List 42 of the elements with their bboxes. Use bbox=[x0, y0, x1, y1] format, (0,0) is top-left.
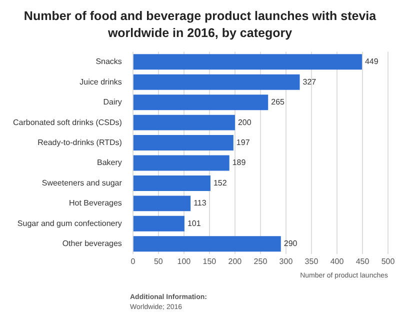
y-tick-label: Other beverages bbox=[62, 239, 122, 248]
x-tick-label: 400 bbox=[330, 257, 344, 266]
x-tick-label: 50 bbox=[154, 257, 164, 266]
y-tick-label: Bakery bbox=[97, 158, 122, 168]
bar bbox=[133, 74, 300, 90]
y-tick-label: Snacks bbox=[96, 57, 122, 66]
y-tick-label: Dairy bbox=[103, 98, 122, 107]
y-tick-label: Sugar and gum confectionery bbox=[17, 218, 122, 228]
x-tick-label: 200 bbox=[228, 257, 242, 266]
data-label: 265 bbox=[271, 98, 286, 107]
data-label: 113 bbox=[194, 198, 207, 208]
y-tick-label: Sweeteners and sugar bbox=[42, 178, 122, 188]
data-label: 197 bbox=[236, 138, 250, 147]
x-tick-label: 300 bbox=[279, 257, 294, 266]
data-label: 101 bbox=[187, 218, 202, 228]
data-label: 449 bbox=[364, 57, 379, 66]
bar bbox=[133, 114, 235, 130]
y-tick-label: Carbonated soft drinks (CSDs) bbox=[12, 118, 122, 127]
data-label: 290 bbox=[284, 239, 298, 248]
data-label: 327 bbox=[302, 77, 317, 86]
y-tick-label: Hot Beverages bbox=[69, 198, 122, 208]
chart-title: Number of food and beverage product launches with stevia worldwide in 2016, by category bbox=[22, 8, 378, 42]
bar bbox=[133, 175, 210, 191]
data-label: 152 bbox=[213, 178, 228, 188]
x-tick-label: 450 bbox=[356, 257, 370, 266]
x-tick-label: 100 bbox=[177, 257, 192, 266]
bar bbox=[133, 54, 362, 70]
bar bbox=[133, 155, 230, 171]
y-tick-label: Ready-to-drinks (RTDs) bbox=[38, 138, 122, 147]
bar bbox=[133, 94, 268, 110]
x-tick-label: 250 bbox=[254, 257, 268, 266]
bar bbox=[133, 236, 281, 252]
x-tick-label: 0 bbox=[130, 257, 136, 266]
x-tick-label: 350 bbox=[304, 257, 319, 266]
bar bbox=[133, 216, 184, 232]
y-tick-label: Juice drinks bbox=[80, 77, 122, 86]
bar bbox=[133, 135, 234, 151]
data-label: 200 bbox=[238, 118, 252, 127]
x-tick-label: 150 bbox=[202, 257, 217, 266]
x-tick-label: 500 bbox=[381, 257, 396, 266]
bar bbox=[133, 196, 191, 212]
data-label: 189 bbox=[232, 158, 246, 168]
